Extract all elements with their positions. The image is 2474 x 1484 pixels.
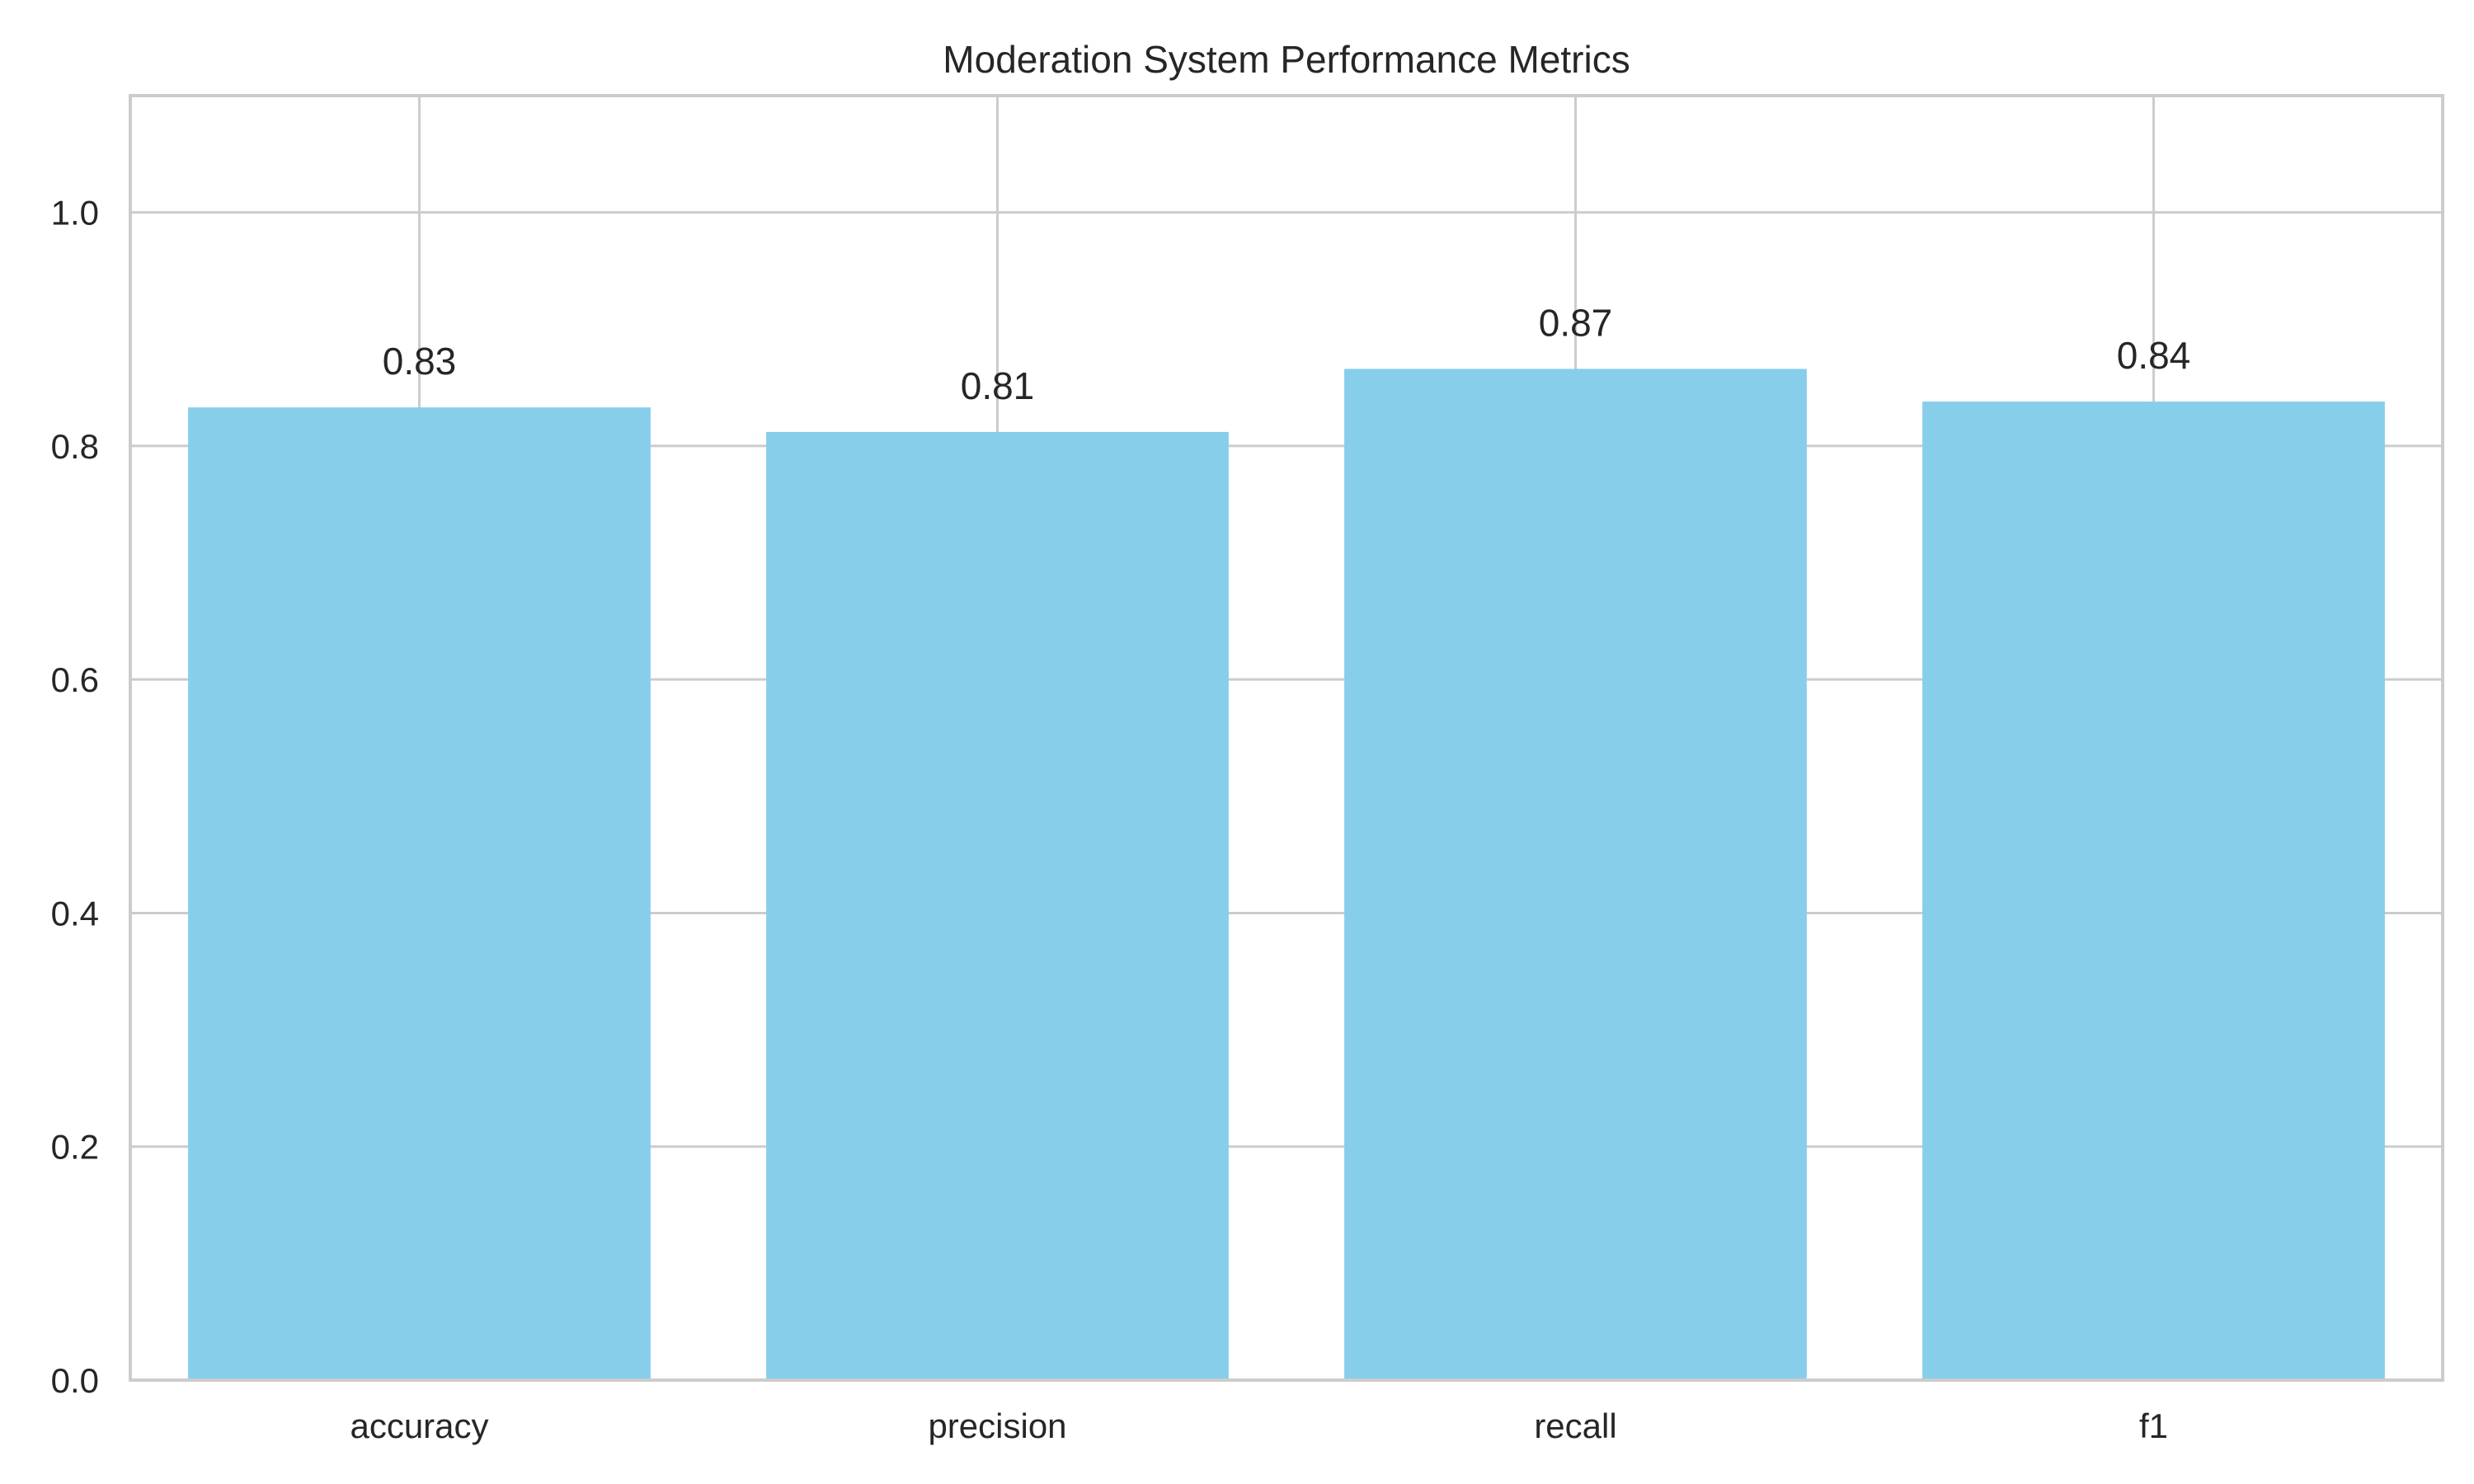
y-tick-label: 0.8: [51, 427, 99, 466]
bar-recall: [1344, 369, 1807, 1380]
bar-f1: [1922, 402, 2385, 1380]
x-tick-label: f1: [2139, 1407, 2168, 1445]
value-label: 0.83: [383, 340, 457, 383]
bars: [188, 369, 2385, 1381]
y-tick-label: 1.0: [51, 194, 99, 232]
plot-frame: [129, 94, 2444, 1382]
x-tick-label: accuracy: [350, 1407, 488, 1445]
chart-title: Moderation System Performance Metrics: [943, 38, 1630, 81]
value-label: 0.84: [2117, 334, 2191, 377]
value-label: 0.81: [961, 364, 1035, 407]
y-tick-label: 0.4: [51, 894, 99, 932]
bar-accuracy: [188, 407, 651, 1381]
bar-precision: [766, 431, 1229, 1380]
y-tick-label: 0.6: [51, 660, 99, 699]
x-tick-label: recall: [1534, 1407, 1616, 1445]
x-axis-ticks: accuracy precision recall f1: [350, 1407, 2168, 1445]
y-tick-label: 0.0: [51, 1361, 99, 1400]
value-label: 0.87: [1539, 301, 1613, 344]
x-tick-label: precision: [928, 1407, 1066, 1445]
value-labels: 0.83 0.81 0.87 0.84: [383, 301, 2191, 406]
y-tick-label: 0.2: [51, 1128, 99, 1167]
y-axis-ticks: 0.0 0.2 0.4 0.6 0.8 1.0: [51, 194, 99, 1400]
